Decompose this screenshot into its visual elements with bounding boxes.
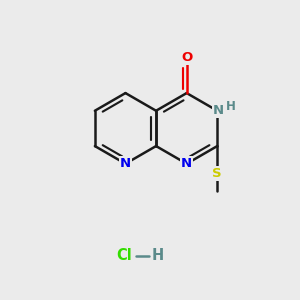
Text: N: N <box>120 157 131 170</box>
Text: O: O <box>181 51 192 64</box>
Text: Cl: Cl <box>117 248 132 263</box>
Text: N: N <box>181 157 192 170</box>
Text: N: N <box>213 104 224 117</box>
Text: H: H <box>226 100 236 113</box>
Text: S: S <box>212 167 222 180</box>
Text: H: H <box>152 248 164 263</box>
